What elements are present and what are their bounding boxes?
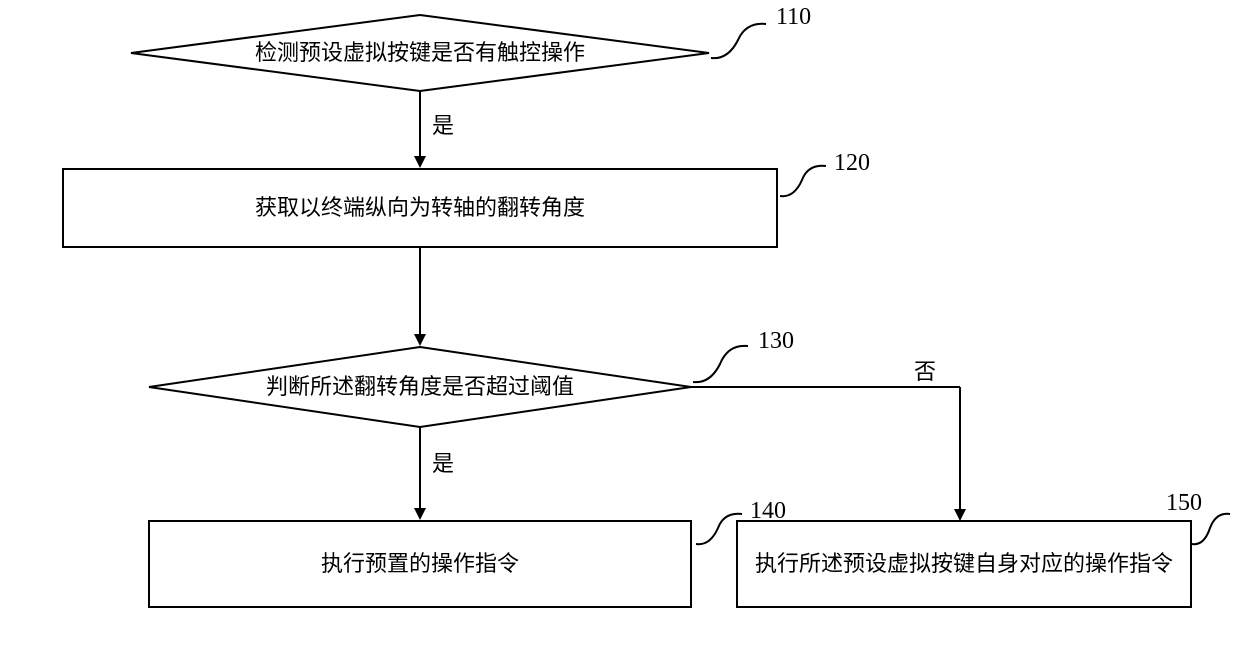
arrow-130-140	[410, 426, 430, 522]
node-110-label: 检测预设虚拟按键是否有触控操作	[130, 14, 710, 92]
node-130-label: 判断所述翻转角度是否超过阈值	[148, 346, 692, 428]
node-140-label: 执行预置的操作指令	[321, 549, 519, 580]
edge-label-e4: 否	[914, 354, 936, 386]
num-label-150: 150	[1166, 490, 1202, 517]
num-label-120: 120	[834, 150, 870, 177]
callout-120	[776, 160, 836, 200]
node-130: 判断所述翻转角度是否超过阈值	[148, 346, 692, 428]
num-label-110: 110	[776, 4, 811, 31]
arrow-120-130	[410, 248, 430, 348]
flowchart-canvas: 检测预设虚拟按键是否有触控操作 110 是 获取以终端纵向为转轴的翻转角度 12…	[0, 0, 1240, 656]
edge-label-e3: 是	[432, 446, 454, 478]
num-label-130: 130	[758, 328, 794, 355]
arrow-130-150	[690, 377, 980, 527]
arrow-110-120	[410, 90, 430, 170]
node-120: 获取以终端纵向为转轴的翻转角度	[62, 168, 778, 248]
edge-label-e1: 是	[432, 108, 454, 140]
node-150: 执行所述预设虚拟按键自身对应的操作指令	[736, 520, 1192, 608]
callout-110	[708, 18, 778, 62]
node-120-label: 获取以终端纵向为转轴的翻转角度	[255, 193, 585, 224]
node-110: 检测预设虚拟按键是否有触控操作	[130, 14, 710, 92]
node-140: 执行预置的操作指令	[148, 520, 692, 608]
node-150-label: 执行所述预设虚拟按键自身对应的操作指令	[755, 549, 1173, 580]
